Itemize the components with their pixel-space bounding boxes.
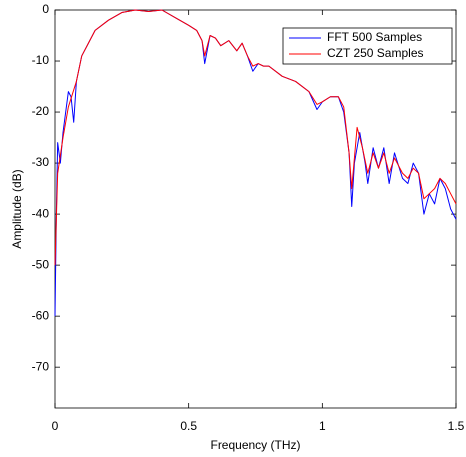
legend-box: [282, 27, 453, 65]
series-line: [54, 9, 457, 266]
y-tick-label: -50: [32, 257, 50, 271]
y-tick-label: -40: [32, 206, 50, 220]
legend-label: FFT 500 Samples: [327, 30, 422, 44]
x-tick-label: 0.5: [180, 419, 197, 433]
legend-label: CZT 250 Samples: [327, 46, 424, 60]
y-tick-label: -30: [32, 155, 50, 169]
x-tick-label: 1.5: [448, 419, 465, 433]
y-tick-label: -70: [32, 359, 50, 373]
x-axis-label: Frequency (THz): [210, 438, 300, 452]
y-axis-label: Amplitude (dB): [10, 169, 24, 248]
x-tick-label: 0: [52, 419, 59, 433]
y-tick-label: -60: [32, 308, 50, 322]
x-tick-label: 1: [319, 419, 326, 433]
y-tick-label: -20: [32, 104, 50, 118]
plot-area: [54, 9, 457, 409]
y-tick-label: 0: [42, 2, 49, 16]
y-tick-label: -10: [32, 53, 50, 67]
